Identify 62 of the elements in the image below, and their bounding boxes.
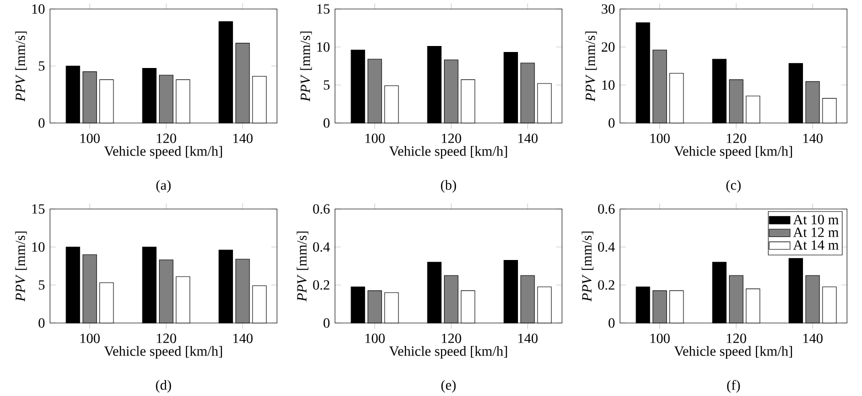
x-tick-label: 120 [442, 134, 462, 144]
y-tick-label: 5 [38, 61, 45, 71]
y-tick-label: 10 [602, 80, 615, 90]
x-axis-title: Vehicle speed [km/h] [104, 146, 222, 159]
x-tick-label: 100 [365, 334, 385, 344]
y-tick-label: 5 [324, 80, 330, 90]
x-tick-label: 120 [442, 334, 462, 344]
x-tick-label: 120 [726, 134, 746, 144]
legend-label: At 14 m [793, 240, 839, 250]
x-tick-label: 120 [726, 334, 746, 344]
text: (f) [727, 380, 740, 393]
y-axis-title: PPV [mm/s] [15, 232, 27, 302]
x-tick-label: 100 [650, 334, 670, 344]
y-axis-title: PPV [mm/s] [582, 232, 594, 302]
y-tick-label: 0.4 [313, 242, 330, 252]
x-axis-title: Vehicle speed [km/h] [674, 346, 792, 359]
y-tick-label: 0.6 [313, 204, 330, 214]
x-tick-label: 100 [365, 134, 385, 144]
y-axis-title: PPV [mm/s] [585, 32, 597, 102]
y-tick-label: 0 [324, 118, 330, 128]
x-axis-title: Vehicle speed [km/h] [389, 346, 507, 359]
y-tick-label: 0.6 [598, 204, 615, 214]
text: (c) [726, 180, 741, 193]
x-tick-label: 140 [233, 334, 253, 344]
x-tick-label: 140 [803, 334, 823, 344]
x-tick-label: 120 [156, 134, 176, 144]
legend-label: At 12 m [793, 228, 839, 238]
y-tick-label: 10 [32, 242, 45, 252]
y-axis-title: PPV [mm/s] [15, 32, 27, 102]
y-tick-label: 15 [317, 4, 330, 14]
y-tick-label: 10 [317, 42, 330, 52]
text: (b) [440, 180, 456, 193]
x-tick-label: 140 [518, 334, 538, 344]
x-tick-label: 140 [233, 134, 253, 144]
y-tick-label: 0 [38, 118, 45, 128]
y-axis-title: PPV [mm/s] [300, 32, 312, 102]
y-tick-label: 0 [608, 118, 615, 128]
x-tick-label: 100 [80, 134, 100, 144]
y-tick-label: 20 [602, 42, 615, 52]
y-tick-label: 5 [38, 280, 45, 290]
text: (a) [156, 180, 171, 193]
y-tick-label: 0.2 [598, 280, 614, 290]
x-tick-label: 140 [518, 134, 538, 144]
y-tick-label: 15 [32, 204, 45, 214]
text: (e) [441, 380, 456, 393]
y-tick-label: 0 [608, 318, 615, 328]
legend-label: At 10 m [793, 214, 839, 224]
x-tick-label: 100 [80, 334, 100, 344]
x-tick-label: 120 [156, 334, 176, 344]
x-axis-title: Vehicle speed [km/h] [104, 346, 222, 359]
x-axis-title: Vehicle speed [km/h] [674, 146, 792, 159]
y-axis-title: PPV [mm/s] [296, 232, 308, 302]
x-tick-label: 100 [650, 134, 670, 144]
y-tick-label: 30 [602, 4, 615, 14]
y-tick-label: 0.2 [313, 280, 330, 290]
y-tick-label: 10 [32, 4, 45, 14]
x-axis-title: Vehicle speed [km/h] [389, 146, 507, 159]
x-tick-label: 140 [803, 134, 823, 144]
text: (d) [156, 380, 172, 393]
y-tick-label: 0 [38, 318, 45, 328]
y-tick-label: 0.4 [598, 242, 615, 252]
y-tick-label: 0 [324, 318, 330, 328]
